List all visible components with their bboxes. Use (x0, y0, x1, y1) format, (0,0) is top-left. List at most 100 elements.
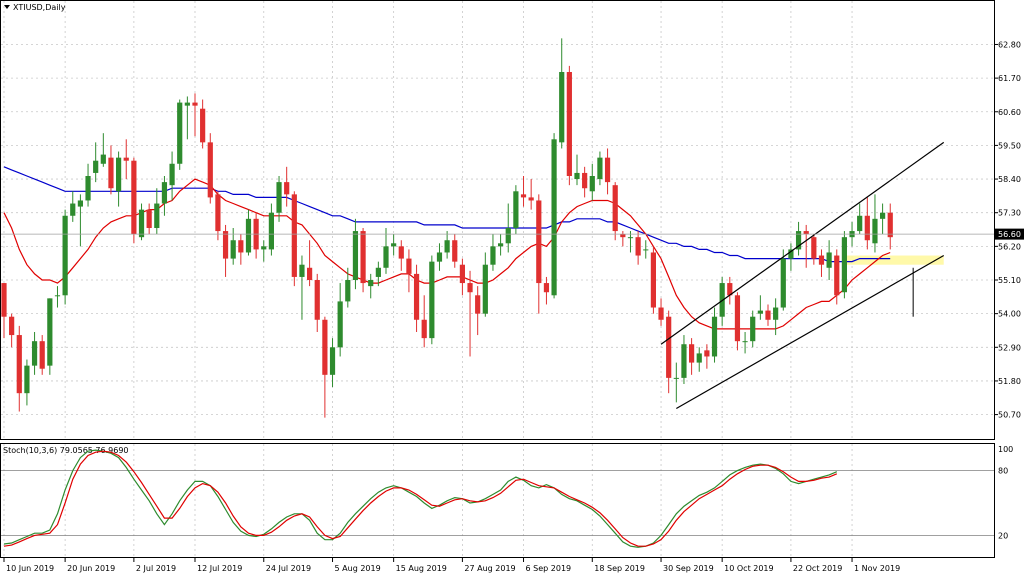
candle-body (543, 283, 550, 293)
candle-body (299, 264, 305, 277)
date-tick-label: 2 Jul 2019 (136, 564, 176, 573)
candle-body (192, 102, 198, 106)
date-tick-label: 12 Jul 2019 (197, 564, 242, 573)
candle-body (47, 298, 53, 366)
date-tick-label: 27 Aug 2019 (464, 564, 515, 573)
candle-body (643, 249, 649, 251)
candle-body (322, 319, 328, 375)
date-tick-label: 20 Jun 2019 (67, 564, 115, 573)
candle-body (498, 243, 504, 247)
channel-line[interactable] (660, 141, 945, 345)
candle-body (780, 258, 786, 308)
date-axis: 10 Jun 2019 20 Jun 2019 2 Jul 2019 12 Jul 2… (3, 558, 900, 573)
highlight-zone (844, 255, 944, 265)
highlight-rect (844, 255, 944, 265)
candle-body (62, 215, 68, 296)
candle-body (872, 218, 878, 244)
stoch-main-line (3, 449, 838, 548)
candle-body (100, 154, 106, 164)
candle-body (444, 240, 450, 253)
candle-body (505, 228, 511, 244)
date-tick-label: 15 Aug 2019 (396, 564, 447, 573)
candle-body (429, 261, 435, 339)
candle-body (276, 182, 282, 213)
candle-body (727, 283, 733, 296)
candle-body (291, 194, 297, 277)
candle-body (795, 231, 802, 250)
candle-body (154, 203, 160, 228)
main-panel-frame (0, 0, 995, 440)
candle-body (169, 163, 175, 186)
stoch-label: Stoch(10,3,6) 79.0565 76.9690 (3, 446, 129, 455)
date-tick-label: 1 Nov 2019 (854, 564, 900, 573)
candle-body (383, 246, 389, 268)
candle-body (24, 365, 30, 394)
candle-body (673, 377, 679, 379)
candle-body (559, 72, 565, 143)
price-tick-label: 59.50 (998, 141, 1021, 150)
price-tick-label: 52.90 (998, 343, 1021, 352)
candle-body (574, 172, 580, 180)
candle-body (788, 249, 794, 259)
candle-body (245, 218, 252, 253)
candle-body (368, 280, 374, 287)
candle-body (620, 234, 626, 238)
candle-body (765, 310, 771, 320)
candle-body (307, 267, 313, 280)
symbol-header[interactable]: XTIUSD,Daily (4, 3, 66, 12)
candle-body (184, 102, 190, 106)
candle-body (742, 341, 748, 343)
candle-body (627, 237, 634, 239)
candle-body (864, 215, 870, 241)
date-tick-label: 22 Oct 2019 (793, 564, 842, 573)
stoch-gridlines (1, 444, 994, 557)
candle-body (398, 246, 404, 259)
main-gridlines (1, 1, 994, 439)
chevron-down-icon[interactable] (4, 5, 10, 9)
candle-body (704, 350, 710, 357)
trend-channel[interactable] (660, 141, 945, 409)
candle-body (597, 157, 603, 180)
candle-body (177, 102, 183, 164)
candle-body (734, 295, 741, 342)
candle-body (467, 283, 473, 293)
candle-body (284, 182, 290, 195)
candle-body (85, 176, 91, 201)
price-tick-label: 62.80 (998, 40, 1021, 49)
candle-body (345, 280, 351, 302)
price-tick-label: 58.40 (998, 175, 1021, 184)
channel-line[interactable] (676, 255, 945, 409)
candle-body (650, 252, 656, 308)
candle-body (773, 307, 779, 320)
price-tick-label: 60.60 (998, 108, 1021, 117)
candle-body (9, 316, 15, 336)
date-tick-label: 6 Sep 2019 (526, 564, 572, 573)
candle-body (146, 209, 152, 228)
candle-body (887, 212, 893, 238)
current-price-label: 56.60 (998, 230, 1021, 239)
candle-body (566, 72, 572, 176)
candle-body (352, 231, 359, 280)
date-tick-label: 30 Sep 2019 (663, 564, 714, 573)
candles (1, 38, 893, 418)
candle-body (421, 319, 427, 339)
candle-body (520, 194, 527, 198)
candle-body (696, 353, 702, 363)
candle-body (314, 280, 320, 320)
candle-body (635, 237, 641, 256)
candle-body (811, 237, 817, 259)
stoch-panel-frame (0, 443, 995, 558)
candle-body (490, 246, 496, 265)
candle-body (413, 273, 420, 320)
candle-body (826, 252, 832, 268)
candle-body (475, 295, 481, 314)
price-tick-label: 57.30 (998, 209, 1021, 218)
candle-body (222, 231, 229, 259)
candle-body (658, 307, 664, 320)
stoch-signal-line (3, 450, 838, 547)
candle-body (612, 185, 618, 232)
candle-body (803, 231, 809, 235)
candle-body (528, 197, 534, 201)
candle-body (750, 316, 756, 342)
